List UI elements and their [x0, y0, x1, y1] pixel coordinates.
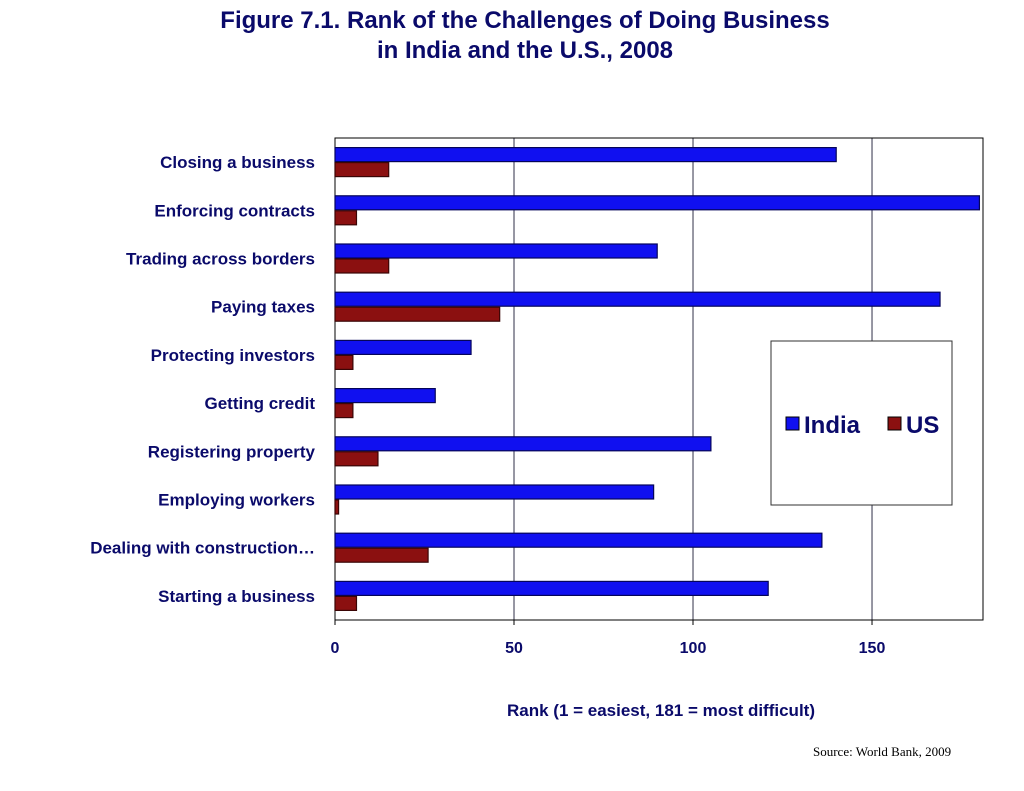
bar-india-3 [334, 291, 941, 307]
category-label: Employing workers [158, 491, 315, 510]
bar-india-2 [334, 243, 658, 259]
category-label: Closing a business [160, 153, 315, 172]
category-label: Starting a business [158, 587, 315, 606]
bar-india-9 [334, 580, 769, 597]
category-label: Dealing with construction… [90, 539, 315, 558]
legend-label-india: India [804, 412, 861, 439]
bar-us-0 [334, 162, 390, 178]
bar-us-5 [334, 403, 354, 419]
bar-us-6 [334, 451, 379, 467]
bar-india-4 [334, 339, 472, 355]
bar-us-2 [334, 258, 390, 274]
x-tick-label: 0 [331, 640, 340, 657]
bar-us-7 [334, 499, 340, 515]
x-tick-label: 50 [505, 640, 523, 657]
bar-us-4 [334, 354, 354, 370]
category-label: Enforcing contracts [154, 201, 315, 220]
legend-swatch-us [887, 416, 902, 431]
category-label: Registering property [148, 442, 316, 461]
category-label: Trading across borders [126, 250, 315, 269]
legend-swatch-india [785, 416, 800, 431]
legend: India US [770, 340, 953, 506]
bar-india-8 [334, 532, 823, 548]
legend-label-us: US [906, 412, 939, 439]
category-label: Getting credit [204, 394, 315, 413]
source-note: Source: World Bank, 2009 [813, 744, 952, 759]
category-label: Protecting investors [151, 346, 315, 365]
bar-india-5 [334, 388, 436, 404]
category-label: Paying taxes [211, 298, 315, 317]
bar-us-3 [334, 306, 501, 322]
bar-us-8 [334, 547, 429, 563]
bar-india-7 [334, 484, 655, 500]
x-tick-label: 150 [859, 640, 886, 657]
bar-india-6 [334, 436, 712, 452]
bar-us-9 [334, 595, 358, 612]
plot-frame [334, 137, 984, 621]
chart-title-line2: in India and the U.S., 2008 [376, 37, 674, 64]
bar-india-1 [334, 195, 981, 211]
x-tick-label: 100 [680, 640, 707, 657]
legend-box [770, 340, 953, 506]
x-axis-label: Rank (1 = easiest, 181 = most difficult) [507, 701, 815, 720]
bar-india-0 [334, 147, 837, 163]
bar-us-1 [334, 210, 358, 226]
chart-title-line1: Figure 7.1. Rank of the Challenges of Do… [220, 7, 830, 34]
